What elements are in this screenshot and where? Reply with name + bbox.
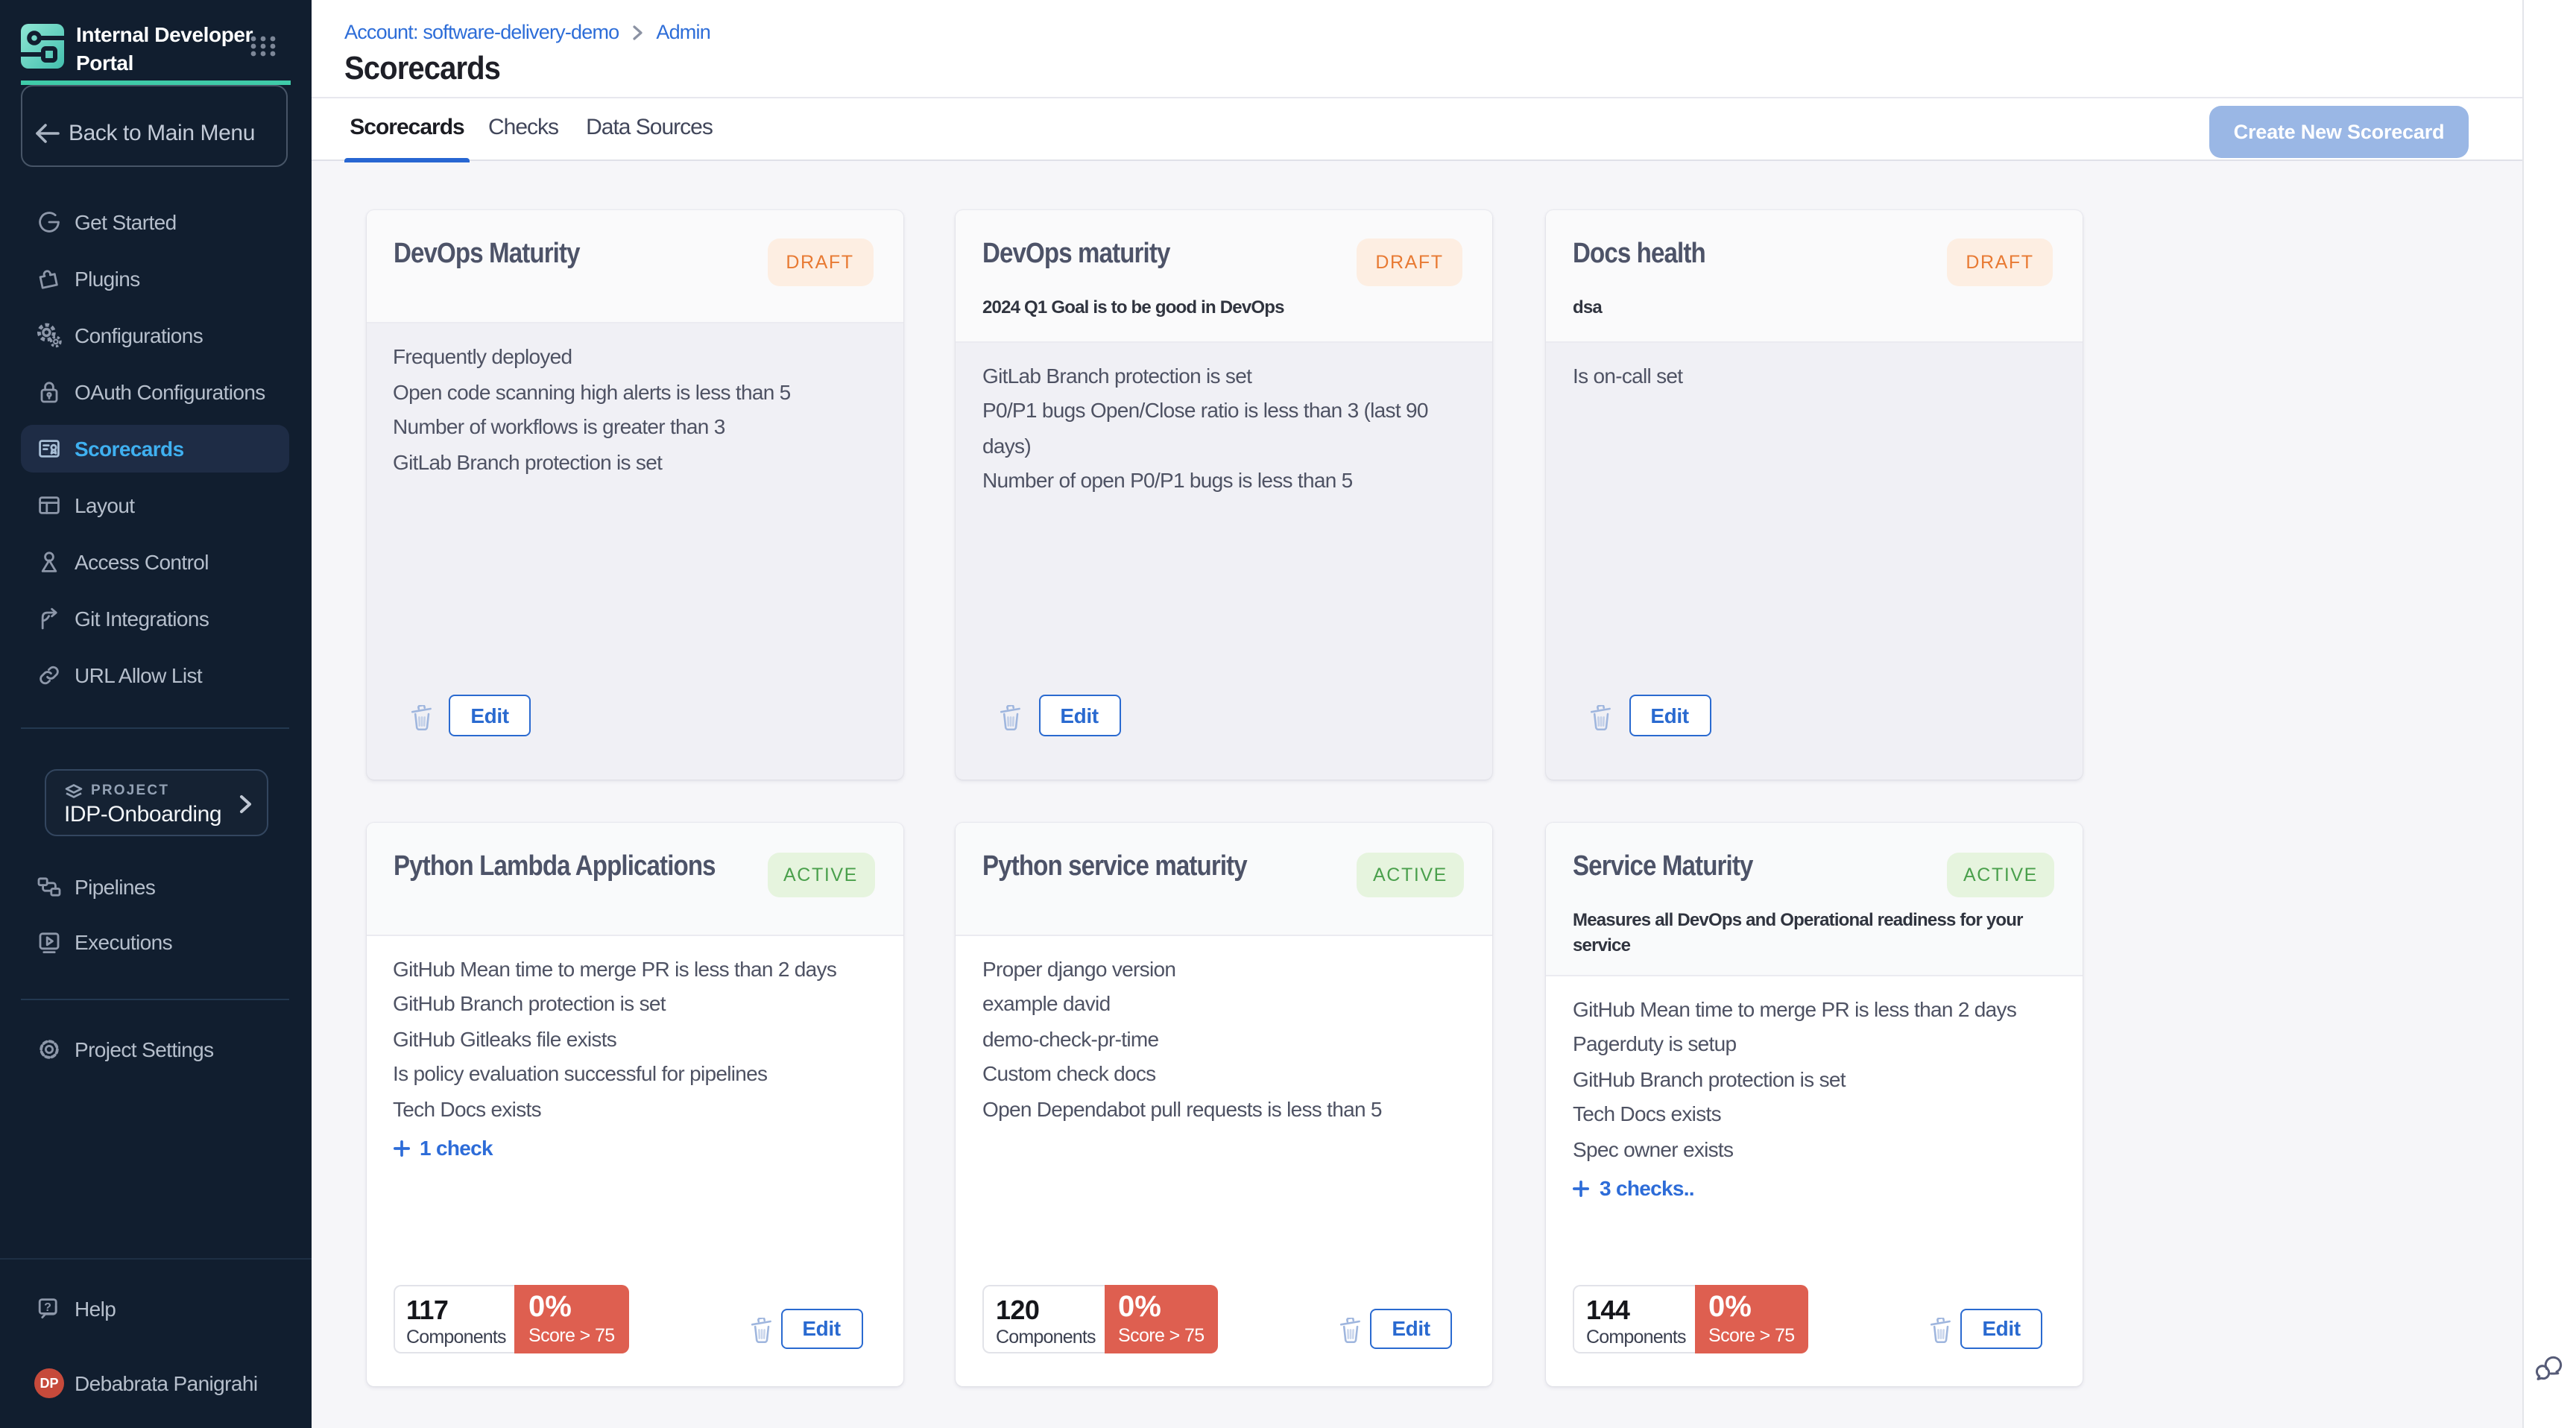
svg-text:?: ? [44,1301,51,1314]
